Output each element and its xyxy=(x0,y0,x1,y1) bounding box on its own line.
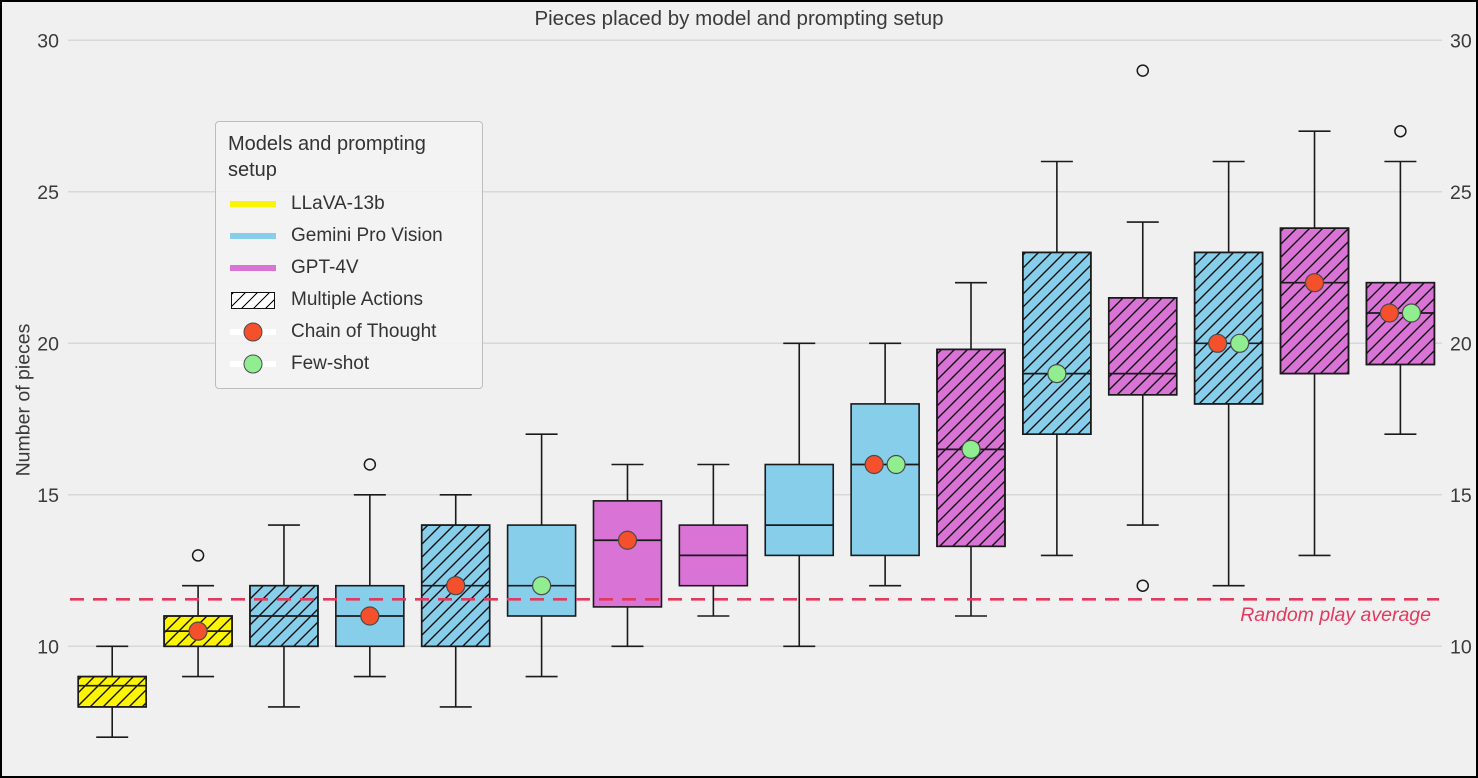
outlier-points xyxy=(191,64,1407,592)
multiple-actions-hatch xyxy=(77,675,147,708)
y-tick-left-30: 30 xyxy=(37,30,59,52)
box-1-llava-13b xyxy=(77,645,147,739)
y-tick-right-20: 20 xyxy=(1450,333,1472,355)
marker-dot-icon xyxy=(243,322,263,342)
legend: Models and prompting setup LLaVA-13b Gemi… xyxy=(215,121,483,389)
y-tick-left-25: 25 xyxy=(37,182,59,204)
legend-item-label: Few-shot xyxy=(291,353,370,374)
legend-item-gemini-pro-vision: Gemini Pro Vision xyxy=(228,220,470,252)
outlier-point xyxy=(1136,64,1150,77)
legend-item-chain-of-thought: Chain of Thought xyxy=(228,316,470,348)
chart-title: Pieces placed by model and prompting set… xyxy=(534,7,944,30)
box-4-gemini-pro-vision xyxy=(335,493,405,678)
multiple-actions-swatch xyxy=(230,289,276,311)
y-tick-right-25: 25 xyxy=(1450,182,1472,204)
y-tick-right-10: 10 xyxy=(1450,636,1472,658)
legend-item-label: Multiple Actions xyxy=(291,289,424,310)
box-7-gpt-4v xyxy=(592,463,663,648)
gemini-pro-vision-swatch xyxy=(230,225,276,247)
y-tick-labels: 30 30 25 25 20 20 15 15 10 10 xyxy=(37,30,1472,658)
legend-item-label: LLaVA-13b xyxy=(291,193,385,214)
chain-of-thought-marker xyxy=(1304,273,1325,293)
chain-of-thought-swatch xyxy=(230,321,276,343)
y-tick-right-30: 30 xyxy=(1450,30,1472,52)
chain-of-thought-marker xyxy=(360,606,380,626)
box-6-gemini-pro-vision xyxy=(506,433,577,678)
multiple-actions-hatch xyxy=(1279,227,1350,375)
few-shot-swatch xyxy=(230,353,276,375)
box-15-gpt-4v xyxy=(1279,130,1350,557)
box-11-gpt-4v xyxy=(936,281,1006,617)
few-shot-marker xyxy=(531,576,552,596)
legend-item-few-shot: Few-shot xyxy=(228,348,470,380)
few-shot-marker xyxy=(886,454,906,475)
llava-13b-swatch xyxy=(230,193,276,215)
legend-title: Models and prompting setup xyxy=(228,133,426,181)
box-12-gemini-pro-vision xyxy=(1022,160,1092,557)
hatch-pattern-icon xyxy=(231,291,275,309)
box-8-gpt-4v xyxy=(678,463,749,617)
box-13-gpt-4v xyxy=(1107,221,1178,526)
legend-item-label: Gemini Pro Vision xyxy=(291,225,443,246)
few-shot-marker xyxy=(1047,364,1067,384)
multiple-actions-hatch xyxy=(1193,251,1264,405)
box-body xyxy=(850,403,920,557)
chain-of-thought-marker xyxy=(446,576,466,596)
box-14-gemini-pro-vision xyxy=(1193,160,1264,587)
chain-of-thought-marker xyxy=(188,621,208,641)
legend-item-label: Chain of Thought xyxy=(291,321,437,342)
outlier-point xyxy=(191,549,205,562)
random-play-average-label: Random play average xyxy=(1240,604,1431,626)
y-tick-right-15: 15 xyxy=(1450,485,1472,507)
box-body xyxy=(592,500,663,608)
box-16-gpt-4v xyxy=(1365,160,1436,436)
outlier-point xyxy=(1136,579,1150,592)
y-tick-left-10: 10 xyxy=(37,636,59,658)
gpt-4v-swatch xyxy=(230,257,276,279)
chain-of-thought-marker xyxy=(864,454,884,475)
marker-dot-icon xyxy=(243,354,263,374)
color-line-icon xyxy=(230,233,276,239)
outlier-point xyxy=(363,458,377,471)
legend-item-multiple-actions: Multiple Actions xyxy=(228,284,470,316)
chain-of-thought-marker xyxy=(617,530,638,550)
box-10-gemini-pro-vision xyxy=(850,342,920,587)
legend-item-llava-13b: LLaVA-13b xyxy=(228,188,470,220)
box-5-gemini-pro-vision xyxy=(420,493,491,708)
multiple-actions-hatch xyxy=(1107,297,1178,396)
legend-items: LLaVA-13b Gemini Pro Vision GPT-4V Multiple… xyxy=(228,188,470,380)
box-body xyxy=(764,463,835,557)
few-shot-marker xyxy=(1230,333,1250,353)
few-shot-marker xyxy=(1401,303,1422,323)
outlier-point xyxy=(1394,124,1407,138)
box-plots xyxy=(77,130,1436,739)
color-line-icon xyxy=(230,265,276,271)
box-9-gemini-pro-vision xyxy=(764,342,835,648)
legend-item-label: GPT-4V xyxy=(291,257,359,278)
color-line-icon xyxy=(230,201,276,207)
chain-of-thought-marker xyxy=(1379,303,1400,323)
multiple-actions-hatch xyxy=(1022,251,1092,435)
box-2-llava-13b xyxy=(163,584,233,678)
y-tick-left-15: 15 xyxy=(37,485,59,507)
box-body xyxy=(506,524,577,617)
few-shot-marker xyxy=(961,439,981,459)
chain-of-thought-marker xyxy=(1208,333,1228,353)
multiple-actions-hatch xyxy=(1365,281,1436,366)
box-3-gemini-pro-vision xyxy=(249,524,319,708)
y-tick-left-20: 20 xyxy=(37,333,59,355)
legend-item-gpt-4v: GPT-4V xyxy=(228,252,470,284)
